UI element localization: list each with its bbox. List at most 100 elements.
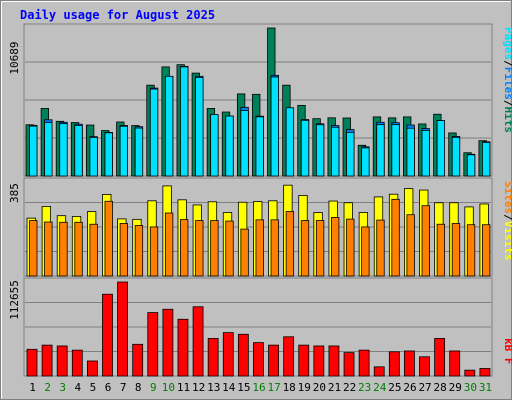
legend-entry: / [502, 60, 512, 67]
bar-pages-day-14 [225, 115, 234, 177]
x-tick-label-day-4: 4 [75, 381, 82, 394]
bar-pages-day-4 [74, 125, 83, 177]
bar-sites-day-29 [451, 223, 461, 277]
top-panel [23, 23, 493, 177]
bar-sites-day-14 [225, 220, 234, 277]
bar-pages-day-29 [451, 136, 461, 177]
top-ymax-label: 10689 [8, 41, 21, 74]
x-tick-label-day-2: 2 [44, 381, 51, 394]
bar-sites-day-3 [59, 221, 68, 277]
bar-sites-day-15 [240, 228, 249, 277]
bar-sites-day-4 [74, 221, 83, 277]
bar-pages-day-23 [361, 147, 370, 177]
x-tick-label-day-17: 17 [267, 381, 280, 394]
x-axis-labels: 1 2 3 4 5 6 7 8 9 10 11 12 13 14 15 16 17 18 19 20 21 22 23 24 2… [29, 381, 492, 394]
bar-kb-f-day-5 [86, 360, 98, 377]
bar-sites-day-9 [149, 226, 159, 277]
x-tick-label-day-14: 14 [222, 381, 236, 394]
bar-kb-f-day-30 [464, 369, 476, 377]
bar-pages-day-19 [300, 119, 310, 177]
bar-sites-day-16 [255, 219, 264, 277]
x-tick-label-day-18: 18 [283, 381, 296, 394]
bar-kb-f-day-6 [102, 293, 113, 377]
bar-pages-day-25 [391, 124, 400, 177]
x-tick-label-day-5: 5 [90, 381, 97, 394]
x-tick-label-day-21: 21 [328, 381, 341, 394]
bar-kb-f-day-2 [41, 344, 53, 377]
bar-pages-day-1 [29, 125, 38, 177]
bar-sites-day-20 [315, 220, 325, 277]
x-tick-label-day-30: 30 [464, 381, 477, 394]
x-tick-label-day-10: 10 [162, 381, 175, 394]
legend-middle: Sites/Visits [502, 181, 512, 261]
x-tick-label-day-1: 1 [29, 381, 36, 394]
x-tick-label-day-12: 12 [192, 381, 205, 394]
x-tick-label-day-13: 13 [207, 381, 220, 394]
bar-pages-day-16 [255, 116, 264, 177]
bar-pages-day-9 [149, 88, 159, 177]
x-tick-label-day-3: 3 [59, 381, 66, 394]
bar-sites-day-18 [285, 211, 295, 277]
bar-sites-day-25 [391, 198, 400, 277]
bar-kb-f-day-1 [26, 348, 38, 377]
bar-pages-day-11 [180, 66, 189, 177]
bar-kb-f-day-31 [479, 368, 491, 377]
bar-kb-f-day-26 [404, 350, 415, 377]
bar-kb-f-day-9 [147, 312, 159, 377]
x-tick-label-day-23: 23 [358, 381, 371, 394]
bar-sites-day-12 [195, 220, 204, 277]
bar-sites-day-13 [210, 220, 219, 277]
bottom-panel [23, 277, 493, 377]
bar-sites-day-26 [406, 214, 415, 277]
bar-sites-day-21 [331, 217, 340, 277]
x-tick-label-day-7: 7 [120, 381, 127, 394]
legend-entry: Visits [502, 221, 512, 261]
middle-ymax-label: 385 [8, 183, 21, 203]
bar-sites-day-28 [436, 223, 446, 277]
bar-pages-day-22 [346, 131, 355, 177]
legend-entry: Sites [502, 181, 512, 214]
x-tick-label-day-20: 20 [313, 381, 326, 394]
bar-sites-day-2 [44, 221, 53, 277]
x-tick-label-day-8: 8 [135, 381, 142, 394]
bar-kb-f-day-23 [358, 349, 370, 377]
bar-kb-f-day-27 [419, 356, 430, 377]
legend-entry: / [502, 100, 512, 107]
bar-pages-day-5 [89, 137, 98, 177]
bar-pages-day-31 [482, 142, 491, 177]
legend-entry: kB F [502, 338, 512, 365]
bar-kb-f-day-21 [328, 345, 340, 377]
bar-pages-day-24 [376, 124, 385, 177]
bar-sites-day-31 [482, 224, 491, 277]
bar-kb-f-day-28 [434, 338, 446, 377]
bar-kb-f-day-20 [313, 345, 325, 377]
bar-kb-f-day-11 [177, 318, 189, 377]
legend-entry: / [502, 214, 512, 221]
bar-kb-f-day-7 [117, 281, 128, 377]
bar-kb-f-day-18 [283, 336, 295, 377]
x-tick-label-day-9: 9 [150, 381, 157, 394]
bar-kb-f-day-19 [298, 344, 310, 377]
bar-pages-day-13 [210, 114, 219, 177]
bar-pages-day-20 [315, 124, 325, 177]
chart-title: Daily usage for August 2025 [20, 8, 215, 22]
bar-kb-f-day-15 [237, 333, 249, 377]
x-tick-label-day-29: 29 [449, 381, 462, 394]
bar-sites-day-10 [164, 212, 174, 277]
x-tick-label-day-6: 6 [105, 381, 112, 394]
bar-sites-day-27 [421, 205, 430, 277]
bar-pages-day-28 [436, 120, 446, 177]
bar-pages-day-21 [331, 126, 340, 177]
bar-sites-day-7 [119, 223, 128, 277]
bar-pages-day-6 [104, 132, 113, 177]
x-tick-label-day-24: 24 [373, 381, 387, 394]
bar-pages-day-18 [285, 107, 295, 177]
legend-top: Pages/Files/Hits [502, 27, 512, 133]
bar-kb-f-day-17 [268, 344, 279, 377]
bar-sites-day-1 [29, 220, 38, 277]
bar-pages-day-27 [421, 130, 430, 177]
legend-entry: Files [502, 67, 512, 100]
bar-sites-day-11 [180, 219, 189, 277]
